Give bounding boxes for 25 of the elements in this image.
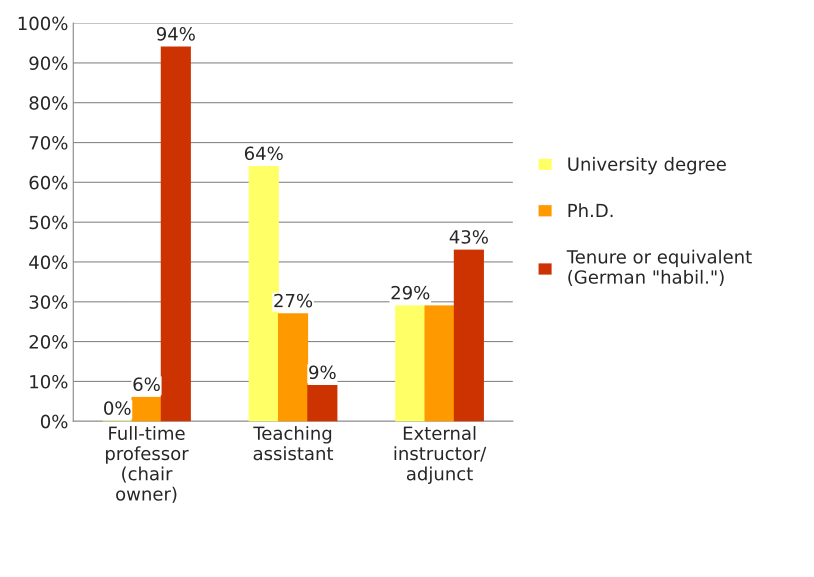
data-label: 29% [392,286,430,300]
y-tick-label: 90% [29,56,68,70]
legend-label: Tenure or equivalent (German "habil.") [566,250,752,286]
data-label: 9% [309,365,336,380]
data-label: 0% [104,401,131,415]
x-tick-label: Teaching assistant [253,426,334,460]
y-tick-label: 30% [30,295,68,309]
data-label: 94% [156,27,195,41]
y-tick-label: 70% [30,136,68,150]
y-tick-label: 100% [18,16,68,30]
y-tick-label: 50% [30,216,68,230]
legend-label: Ph.D. [568,203,613,218]
y-tick-label: 60% [30,176,68,190]
y-tick-label: 80% [29,96,68,110]
data-label: 27% [274,294,312,308]
y-tick-label: 20% [30,335,68,349]
data-label: 64% [244,146,283,160]
data-label: 6% [133,377,160,392]
data-label: 43% [450,230,488,244]
y-tick-label: 40% [29,255,68,270]
y-tick-label: 10% [30,374,68,389]
y-tick-label: 0% [40,414,68,428]
x-tick-label: External instructor/ adjunct [394,426,486,484]
x-tick-label: Full-time professor (chair owner) [106,426,189,503]
legend-label: University degree [568,156,726,174]
